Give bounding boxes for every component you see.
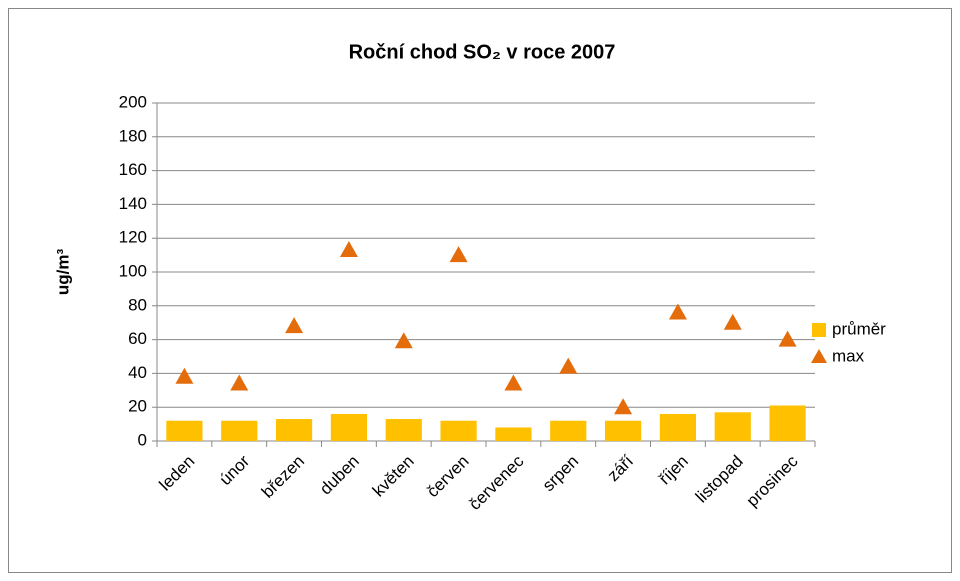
marker (504, 374, 523, 391)
y-tick-label: 20 (128, 397, 147, 416)
y-axis-label: ug/m³ (53, 249, 72, 296)
y-tick-label: 200 (119, 92, 147, 111)
bar (659, 413, 697, 441)
y-tick-label: 180 (119, 126, 147, 145)
y-tick-label: 160 (119, 160, 147, 179)
bar (330, 413, 368, 441)
marker (668, 303, 687, 320)
marker (230, 374, 249, 391)
marker (394, 332, 413, 349)
bar (550, 420, 587, 441)
marker (559, 357, 578, 374)
legend-label: max (832, 346, 865, 365)
marker (175, 367, 194, 384)
marker (339, 241, 358, 258)
bar (714, 412, 751, 441)
y-tick-label: 100 (119, 261, 147, 280)
marker (449, 246, 468, 263)
y-tick-label: 0 (138, 430, 147, 449)
y-tick-label: 40 (128, 363, 147, 382)
marker (614, 398, 633, 415)
y-tick-label: 120 (119, 228, 147, 247)
bar (385, 419, 422, 441)
legend-swatch (811, 349, 827, 363)
y-tick-label: 80 (128, 295, 147, 314)
chart-title: Roční chod SO₂ v roce 2007 (349, 41, 616, 63)
y-tick-label: 140 (119, 194, 147, 213)
y-tick-label: 60 (128, 329, 147, 348)
bar (495, 427, 532, 441)
bar (166, 420, 203, 441)
bar (440, 420, 477, 441)
bar (275, 419, 313, 441)
legend-swatch (812, 323, 826, 337)
legend-label: průměr (832, 319, 886, 338)
marker (723, 313, 742, 330)
bar (769, 405, 806, 441)
bar (221, 420, 258, 441)
marker (285, 317, 304, 334)
marker (778, 330, 797, 347)
bar (604, 420, 642, 441)
